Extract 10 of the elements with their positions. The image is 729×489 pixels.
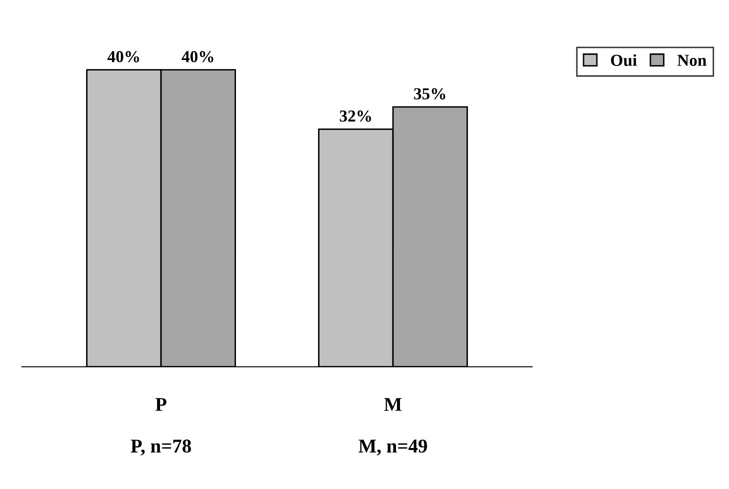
data-label: 40% [107, 51, 140, 62]
data-label: 40% [182, 51, 214, 62]
legend-label: Non [677, 54, 706, 66]
legend-label: Oui [611, 54, 637, 66]
data-label: 32% [340, 110, 371, 122]
x-tick-label: M [384, 398, 402, 411]
data-label: 35% [414, 88, 446, 100]
x-tick-label: P [155, 398, 166, 411]
text: M, n=49 [358, 440, 427, 456]
text: P, n=78 [130, 440, 191, 456]
